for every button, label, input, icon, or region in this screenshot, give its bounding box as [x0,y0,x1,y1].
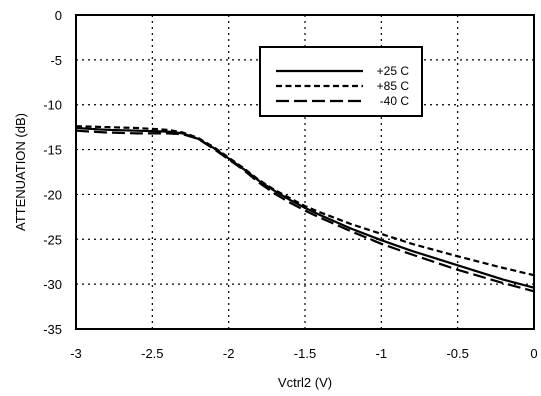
x-tick-label: -1 [376,346,388,361]
legend: +25 C+85 C-40 C [259,46,423,117]
legend-label: +25 C [377,64,410,78]
y-axis-title: ATTENUATION (dB) [13,113,28,231]
y-tick-label: -15 [43,143,62,158]
y-tick-label: -10 [43,98,62,113]
y-tick-label: -35 [43,322,62,337]
x-tick-label: -2 [223,346,235,361]
legend-label: +85 C [377,79,410,93]
legend-box [259,46,423,117]
y-tick-label: -5 [50,53,62,68]
series-lines [75,125,535,293]
x-tick-label: -3 [70,346,82,361]
y-tick-label: 0 [55,8,62,23]
y-tick-label: -25 [43,232,62,247]
legend-label: -40 C [380,94,410,108]
series-line-25-c [75,126,535,289]
x-tick-labels: -3 -2.5 -2 -1.5 -1 -0.5 0 [70,346,537,361]
y-tick-labels: 0 -5 -10 -15 -20 -25 -30 -35 [43,8,62,337]
series-line-40-c [75,129,535,293]
plot-area-frame [75,14,535,330]
y-tick-label: -20 [43,187,62,202]
x-tick-label: -0.5 [446,346,468,361]
x-axis-title: Vctrl2 (V) [278,375,332,390]
x-tick-label: -1.5 [294,346,316,361]
x-tick-label: 0 [530,346,537,361]
y-tick-label: -30 [43,277,62,292]
x-tick-label: -2.5 [141,346,163,361]
